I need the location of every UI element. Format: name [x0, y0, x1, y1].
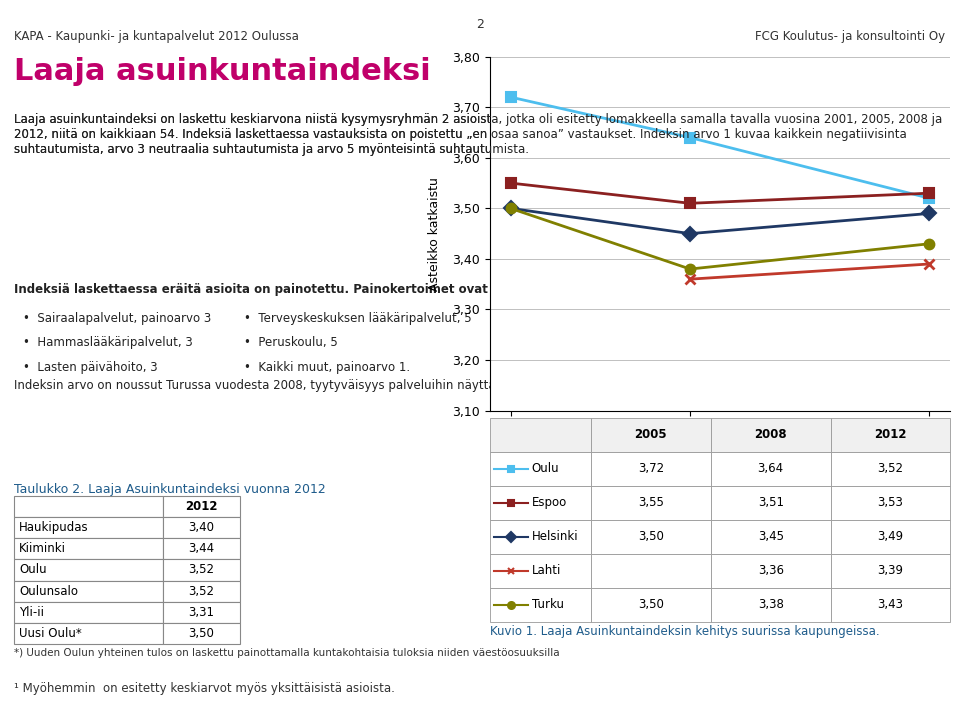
Lahti [924, 260, 935, 268]
Text: •  Hammaslääkäripalvelut, 3: • Hammaslääkäripalvelut, 3 [23, 336, 193, 349]
Text: 3,38: 3,38 [757, 598, 783, 611]
Text: *) Uuden Oulun yhteinen tulos on laskettu painottamalla kuntakohtaisia tuloksia : *) Uuden Oulun yhteinen tulos on laskett… [14, 648, 560, 658]
Line: Lahti: Lahti [685, 259, 934, 284]
Text: 3,72: 3,72 [637, 462, 664, 475]
Line: Oulu: Oulu [506, 92, 934, 203]
Text: 3,51: 3,51 [757, 496, 783, 509]
Text: KAPA - Kaupunki- ja kuntapalvelut 2012 Oulussa: KAPA - Kaupunki- ja kuntapalvelut 2012 O… [14, 30, 300, 42]
Text: 2012: 2012 [185, 500, 218, 513]
Text: Indeksiä laskettaessa eräitä asioita on painotettu. Painokertoimet ovat: Indeksiä laskettaessa eräitä asioita on … [14, 283, 489, 296]
Espoo [924, 189, 935, 198]
Text: 3,50: 3,50 [638, 598, 663, 611]
Turku [684, 265, 696, 273]
Text: 3,55: 3,55 [638, 496, 663, 509]
Text: Uusi Oulu*: Uusi Oulu* [19, 627, 82, 640]
Text: 3,45: 3,45 [757, 530, 783, 543]
Text: Kiiminki: Kiiminki [19, 542, 66, 555]
Text: Lahti: Lahti [532, 564, 562, 577]
Text: Indeksin arvo on noussut Turussa vuodesta 2008, tyytyväisyys palveluihin näyttäi: Indeksin arvo on noussut Turussa vuodest… [14, 379, 943, 392]
Helsinki [924, 209, 935, 217]
Text: 3,50: 3,50 [638, 530, 663, 543]
Text: 3,52: 3,52 [188, 585, 215, 598]
Text: Kuvio 1. Laaja Asuinkuntaindeksin kehitys suurissa kaupungeissa.: Kuvio 1. Laaja Asuinkuntaindeksin kehity… [490, 625, 879, 638]
Text: •  Kaikki muut, painoarvo 1.: • Kaikki muut, painoarvo 1. [244, 361, 410, 374]
Text: Espoo: Espoo [532, 496, 567, 509]
Text: 3,50: 3,50 [189, 627, 214, 640]
Text: Laaja asuinkuntaindeksi: Laaja asuinkuntaindeksi [14, 57, 431, 86]
Text: 3,52: 3,52 [188, 564, 215, 576]
Text: Haukipudas: Haukipudas [19, 521, 89, 534]
Text: •  Peruskoulu, 5: • Peruskoulu, 5 [244, 336, 338, 349]
Text: Yli-ii: Yli-ii [19, 606, 44, 619]
Text: •  Terveyskeskuksen lääkäripalvelut, 5: • Terveyskeskuksen lääkäripalvelut, 5 [244, 312, 471, 324]
Oulu [924, 194, 935, 202]
Text: 3,64: 3,64 [757, 462, 783, 475]
Helsinki [505, 204, 516, 212]
Y-axis label: Asteikko katkaistu: Asteikko katkaistu [428, 177, 441, 290]
Line: Espoo: Espoo [506, 178, 934, 208]
Line: Turku: Turku [506, 203, 934, 274]
Text: •  Lasten päivähoito, 3: • Lasten päivähoito, 3 [23, 361, 157, 374]
Text: Laaja asuinkuntaindeksi on laskettu keskiarvona niistä kysymysryhmän 2 asioista,: Laaja asuinkuntaindeksi on laskettu kesk… [14, 113, 943, 156]
Text: 3,36: 3,36 [757, 564, 783, 577]
Text: 2005: 2005 [635, 428, 667, 441]
Text: 2: 2 [476, 18, 484, 30]
Espoo [505, 179, 516, 188]
Turku [505, 204, 516, 212]
Text: FCG Koulutus- ja konsultointi Oy: FCG Koulutus- ja konsultointi Oy [756, 30, 946, 42]
Text: 3,39: 3,39 [877, 564, 903, 577]
Text: 2008: 2008 [755, 428, 787, 441]
Text: 3,49: 3,49 [877, 530, 903, 543]
Text: Oulu: Oulu [532, 462, 560, 475]
Text: •  Sairaalapalvelut, painoarvo 3: • Sairaalapalvelut, painoarvo 3 [23, 312, 211, 324]
Text: 3,40: 3,40 [188, 521, 215, 534]
Text: Laaja asuinkuntaindeksi on laskettu keskiarvona niistä kysymysryhmän 2 asioista,: Laaja asuinkuntaindeksi on laskettu kesk… [14, 113, 943, 156]
Espoo [684, 199, 696, 207]
Oulu [684, 133, 696, 142]
Text: 3,43: 3,43 [877, 598, 903, 611]
Text: Oulu: Oulu [19, 564, 47, 576]
Text: 3,44: 3,44 [188, 542, 215, 555]
Line: Helsinki: Helsinki [506, 203, 934, 239]
Text: Oulunsalo: Oulunsalo [19, 585, 78, 598]
Text: 3,31: 3,31 [188, 606, 215, 619]
Text: 2012: 2012 [875, 428, 907, 441]
Text: 3,52: 3,52 [877, 462, 903, 475]
Lahti [684, 275, 696, 283]
Helsinki [684, 229, 696, 238]
Text: Turku: Turku [532, 598, 564, 611]
Turku [924, 239, 935, 248]
Text: Helsinki: Helsinki [532, 530, 579, 543]
Text: ¹ Myöhemmin  on esitetty keskiarvot myös yksittäisistä asioista.: ¹ Myöhemmin on esitetty keskiarvot myös … [14, 683, 396, 695]
Text: Taulukko 2. Laaja Asuinkuntaindeksi vuonna 2012: Taulukko 2. Laaja Asuinkuntaindeksi vuon… [14, 483, 326, 496]
Text: 3,53: 3,53 [877, 496, 903, 509]
Oulu [505, 93, 516, 101]
